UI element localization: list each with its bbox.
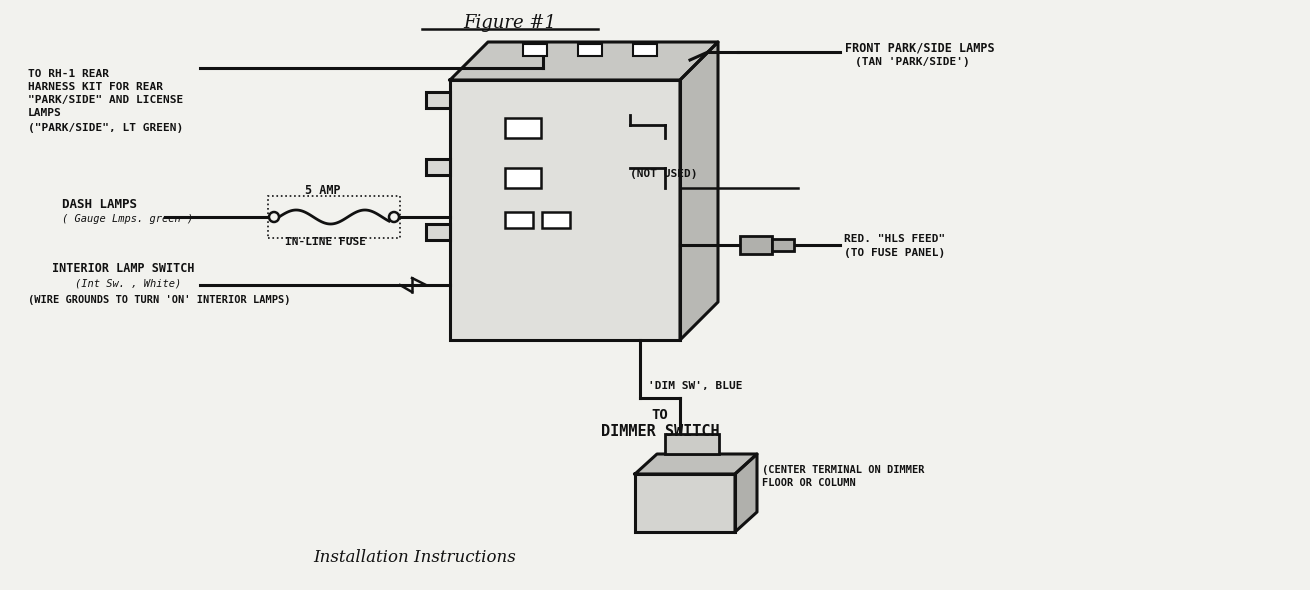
- Bar: [504, 212, 533, 228]
- Text: Installation Instructions: Installation Instructions: [313, 549, 516, 566]
- Bar: [740, 236, 772, 254]
- Circle shape: [389, 212, 400, 222]
- Text: LAMPS: LAMPS: [28, 108, 62, 118]
- Text: ("PARK/SIDE", LT GREEN): ("PARK/SIDE", LT GREEN): [28, 123, 183, 133]
- Bar: [635, 474, 735, 532]
- Bar: [542, 212, 570, 228]
- Text: 5 AMP: 5 AMP: [305, 183, 341, 196]
- Text: (TAN 'PARK/SIDE'): (TAN 'PARK/SIDE'): [855, 57, 969, 67]
- Text: HARNESS KIT FOR REAR: HARNESS KIT FOR REAR: [28, 82, 162, 92]
- Text: DIMMER SWITCH: DIMMER SWITCH: [601, 424, 719, 438]
- Polygon shape: [635, 474, 735, 532]
- Polygon shape: [451, 80, 680, 340]
- Text: (Int Sw. , White): (Int Sw. , White): [75, 278, 181, 288]
- Text: ( Gauge Lmps. green ): ( Gauge Lmps. green ): [62, 214, 194, 224]
- Polygon shape: [451, 42, 718, 80]
- Text: TO RH-1 REAR: TO RH-1 REAR: [28, 69, 109, 79]
- Text: Figure #1: Figure #1: [464, 14, 557, 32]
- Bar: [426, 224, 451, 240]
- Text: 'DIM SW', BLUE: 'DIM SW', BLUE: [648, 381, 743, 391]
- Polygon shape: [735, 454, 757, 532]
- Text: (CENTER TERMINAL ON DIMMER: (CENTER TERMINAL ON DIMMER: [762, 465, 925, 475]
- Text: FRONT PARK/SIDE LAMPS: FRONT PARK/SIDE LAMPS: [845, 41, 994, 54]
- Bar: [772, 239, 794, 251]
- Bar: [504, 118, 541, 138]
- Text: (NOT USED): (NOT USED): [630, 169, 697, 179]
- Bar: [665, 434, 719, 454]
- Text: INTERIOR LAMP SWITCH: INTERIOR LAMP SWITCH: [52, 261, 194, 274]
- Bar: [451, 80, 680, 340]
- Text: RED. "HLS FEED": RED. "HLS FEED": [844, 234, 946, 244]
- Text: DASH LAMPS: DASH LAMPS: [62, 198, 138, 211]
- Bar: [269, 196, 400, 238]
- Text: TO: TO: [651, 408, 668, 422]
- Bar: [633, 44, 658, 56]
- Polygon shape: [680, 42, 718, 340]
- Circle shape: [269, 212, 279, 222]
- Text: (WIRE GROUNDS TO TURN 'ON' INTERIOR LAMPS): (WIRE GROUNDS TO TURN 'ON' INTERIOR LAMP…: [28, 295, 291, 305]
- Bar: [504, 168, 541, 188]
- Text: IN-LINE FUSE: IN-LINE FUSE: [286, 237, 365, 247]
- Bar: [426, 159, 451, 175]
- Bar: [523, 44, 548, 56]
- Bar: [426, 92, 451, 108]
- Text: FLOOR OR COLUMN: FLOOR OR COLUMN: [762, 478, 855, 488]
- Polygon shape: [635, 454, 757, 474]
- Text: (TO FUSE PANEL): (TO FUSE PANEL): [844, 248, 946, 258]
- Bar: [578, 44, 603, 56]
- Text: "PARK/SIDE" AND LICENSE: "PARK/SIDE" AND LICENSE: [28, 95, 183, 105]
